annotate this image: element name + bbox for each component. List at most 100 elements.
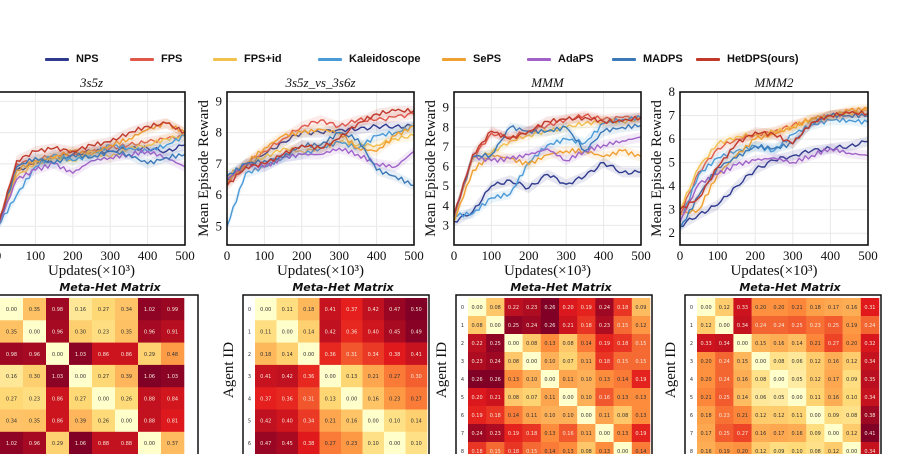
heatmap-cell-value: 0.30 [411, 374, 422, 380]
heatmap-cell [806, 316, 825, 335]
heatmap-cell-value: 0.96 [144, 329, 155, 335]
heatmap-cell-value: 0.13 [544, 431, 555, 437]
heatmap-cell [504, 370, 523, 389]
heatmap-cell [522, 388, 542, 407]
heatmap-cell [842, 370, 862, 389]
heatmap-cell [69, 364, 93, 388]
heatmap-cell [486, 316, 505, 335]
heatmap-cell-value: 0.98 [6, 352, 17, 358]
heatmap-cell-value: 0.08 [563, 341, 574, 347]
heatmap-cell [486, 442, 505, 454]
heatmap-cell-value: 0.38 [389, 352, 400, 358]
heatmap-cell [613, 298, 633, 317]
row-tick-label: 2 [461, 341, 464, 347]
heatmap-cell [319, 298, 342, 321]
heatmap-cell [23, 431, 47, 454]
heatmap-cell-value: 0.40 [368, 329, 379, 335]
heatmap-cell-value: 0.24 [719, 359, 730, 365]
heatmap-cell [138, 298, 162, 321]
heatmap-cell-value: 0.18 [581, 323, 592, 329]
heatmap-cell-value: 0.25 [719, 431, 730, 437]
heatmap-cell-value: 0.31 [303, 396, 314, 402]
heatmap-cell [115, 364, 139, 388]
x-axis-label: Updates(×10³) [277, 263, 364, 279]
heatmap-cell-value: 0.00 [75, 374, 86, 380]
heatmap-cell-value: 0.30 [75, 329, 86, 335]
heatmap-cell [522, 316, 542, 335]
heatmap-cell [276, 342, 299, 366]
heatmap-cell [613, 316, 633, 335]
heatmap-cell [384, 364, 406, 388]
heatmap-cell [631, 370, 651, 389]
heatmap-cell-value: 0.05 [773, 395, 784, 401]
heatmap-cell-value: 0.13 [635, 413, 646, 419]
heatmap-cell [341, 409, 363, 433]
heatmap-cell [842, 442, 862, 454]
heatmap-cell [46, 431, 70, 454]
row-tick-label: 7 [690, 431, 693, 437]
heatmap-cell [824, 424, 843, 443]
heatmap-cell-value: 0.13 [617, 431, 628, 437]
y-tick-label: 2 [669, 225, 676, 240]
heatmap-cell [69, 342, 93, 366]
heatmap-cell [161, 342, 185, 366]
confidence-band [454, 110, 641, 221]
heatmap-cell-value: 0.15 [526, 449, 537, 454]
y-tick-label: 5 [669, 155, 676, 170]
line-chart-0 [0, 91, 186, 246]
heatmap-cell-value: 0.24 [490, 359, 501, 365]
heatmap-cell-value: 0.13 [544, 341, 555, 347]
heatmap-cell [842, 424, 862, 443]
legend-label: AdaPS [558, 53, 594, 65]
heatmap-cell [559, 316, 578, 335]
heatmap-cell [559, 442, 578, 454]
heatmap-cell-value: 0.20 [737, 449, 748, 454]
heatmap-cell-value: 0.25 [719, 395, 730, 401]
heatmap-cell-value: 0.18 [617, 341, 628, 347]
heatmap-cell [69, 320, 93, 343]
heatmap-cell-value: 0.13 [599, 449, 610, 454]
heatmap-cell [276, 320, 299, 343]
heatmap-cell [384, 409, 406, 433]
x-tick-label: 400 [821, 248, 841, 263]
heatmap-cell [697, 424, 716, 443]
heatmap-1: 0.00 0.11 0.18 0.41 0.37 0.42 0.47 0.50 0.11 0.00… [242, 294, 430, 454]
heatmap-cell-value: 0.34 [303, 419, 314, 425]
heatmap-cell [751, 424, 771, 443]
heatmap-cell [468, 316, 487, 335]
heatmap-cell [559, 298, 578, 317]
heatmap-cell-value: 0.06 [755, 395, 766, 401]
heatmap-cell [276, 364, 299, 388]
heatmap-cell-value: 0.86 [121, 352, 132, 358]
heatmap-cell [468, 370, 487, 389]
heatmap-cell-value: 0.17 [828, 305, 839, 311]
heatmap-cell [161, 298, 185, 321]
heatmap-cell-value: 0.10 [846, 395, 857, 401]
heatmap-cell-value: 0.21 [490, 395, 501, 401]
heatmap-cell [138, 409, 162, 433]
heatmap-cell [504, 298, 523, 317]
heatmap-cell [46, 320, 70, 343]
heatmap-cell-value: 0.47 [260, 441, 271, 447]
heatmap-cell [733, 352, 752, 371]
heatmap-cell [577, 352, 596, 371]
heatmap-cell-value: 0.00 [846, 449, 857, 454]
heatmap-cell-value: 0.36 [325, 352, 336, 358]
heatmap-cell [715, 406, 734, 425]
heatmap-cell [0, 298, 24, 321]
heatmap-cell-value: 0.15 [737, 359, 748, 365]
confidence-band [454, 120, 641, 221]
heatmap-cell [319, 320, 342, 343]
heatmap-cell [362, 409, 385, 433]
heatmap-cell [255, 387, 277, 410]
heatmap-cell [860, 406, 880, 425]
heatmap-cell [540, 388, 560, 407]
legend-item-madps: MADPS [612, 53, 683, 65]
heatmap-cell [733, 442, 752, 454]
legend-label: FPS+id [244, 53, 282, 65]
heatmap-cell-value: 0.00 [792, 395, 803, 401]
x-tick-label: 500 [631, 248, 651, 263]
heatmap-cell [631, 424, 651, 443]
heatmap-cell-value: 0.41 [411, 352, 422, 358]
heatmap-cell [697, 370, 716, 389]
